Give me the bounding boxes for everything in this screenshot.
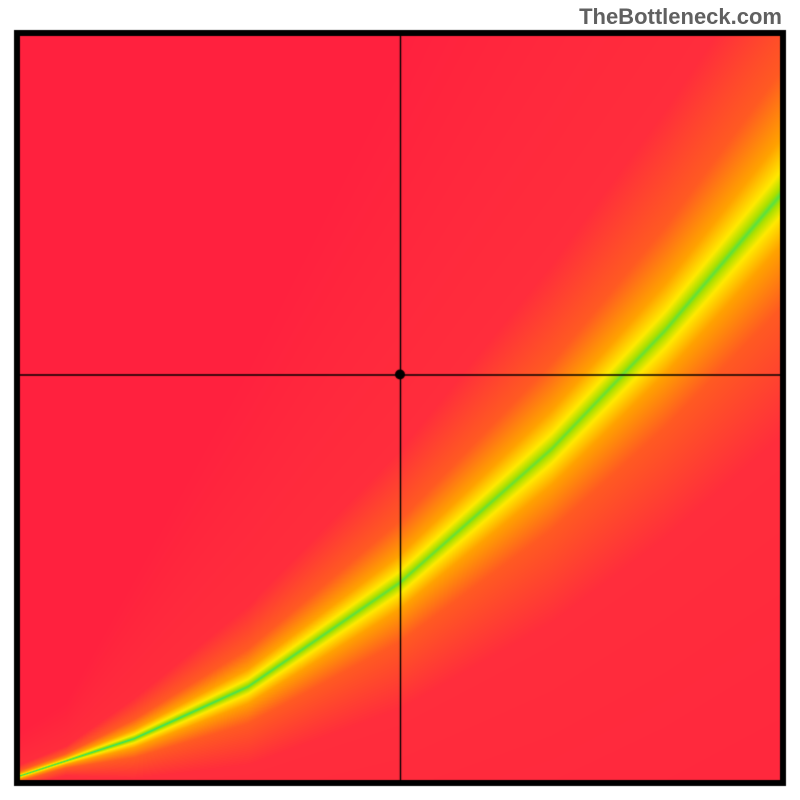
watermark-text: TheBottleneck.com: [579, 4, 782, 30]
chart-container: TheBottleneck.com: [0, 0, 800, 800]
heatmap-canvas: [0, 0, 800, 800]
